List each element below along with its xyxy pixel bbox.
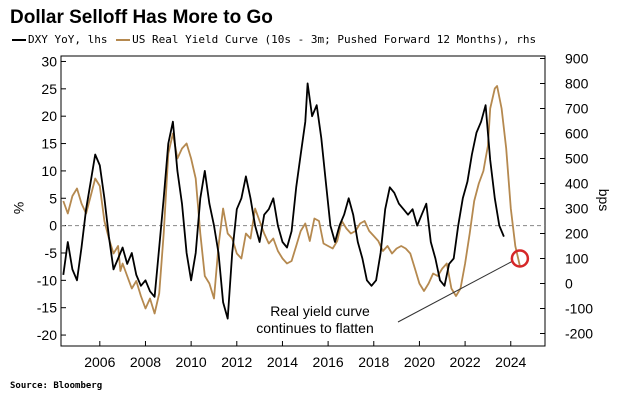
x-tick-label: 2016 [313, 354, 344, 370]
series-line-real-yield [62, 85, 521, 315]
left-tick-label: 30 [41, 53, 57, 69]
left-tick-label: 25 [41, 81, 57, 97]
x-tick-label: 2018 [358, 354, 389, 370]
series-layer [62, 82, 521, 320]
left-tick-label: 5 [49, 190, 57, 206]
left-tick-label: -5 [45, 245, 58, 261]
x-tick-label: 2006 [84, 354, 115, 370]
right-tick-label: 200 [565, 226, 589, 242]
right-tick-label: 600 [565, 126, 589, 142]
legend-swatch-real-yield [116, 39, 131, 41]
x-tick-label: 2014 [267, 354, 298, 370]
legend-item-real-yield: US Real Yield Curve (10s - 3m; Pushed Fo… [116, 33, 536, 46]
x-tick-label: 2024 [495, 354, 526, 370]
right-tick-label: -100 [565, 301, 593, 317]
left-tick-label: 10 [41, 163, 57, 179]
x-tick-label: 2022 [450, 354, 481, 370]
right-tick-label: 800 [565, 76, 589, 92]
legend-swatch-dxy [12, 39, 26, 41]
left-tick-label: -15 [37, 300, 57, 316]
legend: DXY YoY, lhs US Real Yield Curve (10s - … [12, 33, 536, 46]
left-tick-label: -10 [37, 272, 57, 288]
annotation-arrow [397, 261, 513, 323]
annotation-line-1: Real yield curve [270, 303, 370, 319]
right-tick-label: -200 [565, 326, 593, 342]
right-tick-label: 300 [565, 201, 589, 217]
left-tick-label: 15 [41, 136, 57, 152]
source-note: Source: Bloomberg [10, 381, 103, 391]
left-axis-label: % [11, 202, 27, 214]
right-axis-label: bps [596, 189, 612, 212]
annotation-line-2: continues to flatten [256, 320, 374, 336]
left-tick-label: 20 [41, 108, 57, 124]
x-tick-label: 2012 [221, 354, 252, 370]
plot-frame [60, 55, 546, 347]
right-tick-label: 400 [565, 176, 589, 192]
x-tick-label: 2010 [176, 354, 207, 370]
series-line-dxy [62, 82, 505, 320]
left-tick-label: 0 [49, 218, 57, 234]
legend-item-dxy: DXY YoY, lhs [12, 33, 114, 46]
left-axis: 30 25 20 15 10 5 0 -5 -10 -15 -20 [37, 53, 66, 343]
chart-title: Dollar Selloff Has More to Go [10, 7, 273, 28]
right-axis: 900 800 700 600 500 400 300 200 100 0 -100 -200 [540, 51, 593, 342]
right-tick-label: 500 [565, 151, 589, 167]
x-tick-label: 2008 [130, 354, 161, 370]
left-tick-label: -20 [37, 327, 57, 343]
right-tick-label: 100 [565, 251, 589, 267]
right-tick-label: 700 [565, 101, 589, 117]
legend-label-dxy: DXY YoY, lhs [28, 33, 108, 46]
legend-label-real-yield: US Real Yield Curve (10s - 3m; Pushed Fo… [132, 33, 537, 46]
annotation-circle [510, 249, 530, 268]
right-tick-label: 0 [565, 276, 573, 292]
x-tick-label: 2020 [404, 354, 435, 370]
right-tick-label: 900 [565, 51, 589, 67]
x-axis: 2006 2008 2010 2012 2014 2016 2018 2020 2022 2024 [84, 341, 527, 370]
